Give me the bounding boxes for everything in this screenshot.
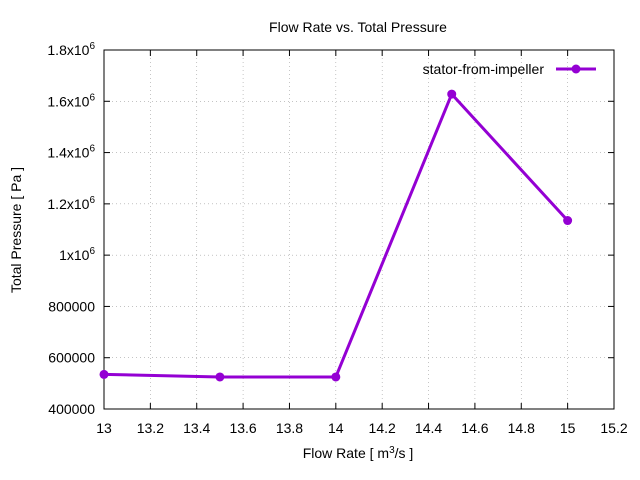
y-tick-label: 600000 [48,350,95,366]
axis-ticks [103,49,615,410]
x-tick-label: 13.2 [137,420,164,436]
y-tick-label: 800000 [48,298,95,314]
x-tick-label: 14.6 [461,420,488,436]
legend: stator-from-impeller [423,61,596,77]
x-tick-label: 14.8 [508,420,535,436]
plot-frame [103,49,615,410]
x-tick-label: 14.2 [369,420,396,436]
x-axis-label: Flow Rate [ m3/s ] [303,445,414,461]
data-point [99,369,109,379]
y-tick-label: 1.6x106 [47,92,95,109]
y-axis-label: Total Pressure [ Pa ] [8,167,24,293]
series [99,89,573,382]
x-tick-label: 15 [560,420,576,436]
y-tick-label: 1.4x106 [47,144,95,161]
x-tick-label: 14.4 [415,420,442,436]
chart-title: Flow Rate vs. Total Pressure [269,19,447,35]
data-point [563,216,573,226]
grid [104,50,614,409]
data-point [331,372,341,382]
data-point [215,372,225,382]
data-point [447,89,457,99]
x-tick-label: 13.4 [183,420,210,436]
x-tick-label: 13 [96,420,112,436]
legend-marker [571,64,581,74]
legend-label: stator-from-impeller [423,61,545,77]
x-tick-label: 13.8 [276,420,303,436]
x-tick-labels: 13 13.2 13.4 13.6 13.8 14 14.2 14.4 14.6 14.8 15 15… [96,420,628,436]
y-tick-label: 1.8x106 [47,41,95,58]
y-tick-label: 1.2x106 [47,195,95,212]
y-tick-label: 400000 [48,401,95,417]
y-tick-labels: 400000 600000 800000 1x106 1.2x106 1.4x106 1.6… [47,41,95,417]
x-tick-label: 14 [328,420,344,436]
y-tick-label: 1x106 [59,246,95,263]
x-tick-label: 15.2 [600,420,627,436]
x-tick-label: 13.6 [229,420,256,436]
